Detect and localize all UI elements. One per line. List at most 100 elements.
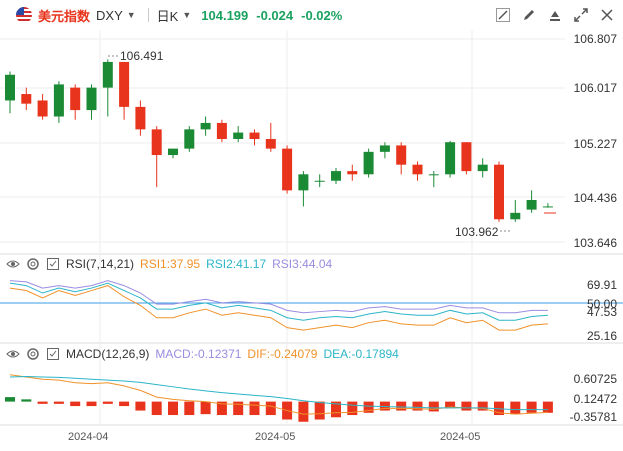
candle-body[interactable] [249,132,260,139]
candle-body[interactable] [461,142,472,172]
rsi3-value: RSI3:44.04 [272,257,333,271]
indicator-switch-icon[interactable] [46,347,60,361]
divider [147,8,149,22]
chart-header: 美元指数 DXY ▼ 日K ▼ 104.199 -0.024 -0.02% [0,0,623,30]
candle-body[interactable] [412,164,423,175]
candle-body[interactable] [298,174,309,191]
draw-pen-icon[interactable] [521,7,537,23]
dea-line [9,376,548,411]
rsi-axis-label: 50.00 [586,297,617,311]
settings-gear-icon[interactable] [26,257,40,271]
candle-body[interactable] [168,148,178,156]
candle-body[interactable] [428,174,439,176]
macd-histogram-bar [412,401,423,411]
eye-icon[interactable] [6,347,20,361]
macd-histogram-bar [86,401,97,407]
macd-histogram-bar [21,399,32,402]
macd-header: MACD(12,26,9) MACD:-0.12371 DIF:-0.24079… [6,347,399,361]
macd-histogram-bar [70,401,81,407]
macd-title[interactable]: MACD(12,26,9) [66,347,150,361]
macd-histogram-bar [135,401,146,411]
indicator-switch-icon[interactable] [46,257,60,271]
macd-histogram-bar [200,401,211,415]
macd-histogram-bar [510,401,521,415]
price-change: -0.024 [256,7,294,23]
macd-histogram-bar [526,401,537,413]
macd-histogram-bar [363,401,374,413]
eye-icon[interactable] [6,257,20,271]
macd-histogram-bar [428,401,439,412]
macd-histogram-bar [249,401,260,416]
macd-histogram-bar [5,397,15,402]
candle-body[interactable] [135,106,146,130]
candle-body[interactable] [477,164,488,172]
rsi-axis-label: 25.16 [586,329,617,343]
candle-body[interactable] [347,171,358,175]
candle-body[interactable] [379,145,390,152]
candle-body[interactable] [510,212,521,220]
high-label: 106.491 [120,49,164,63]
macd-axis-label: 0.12472 [573,392,617,406]
candle-body[interactable] [445,142,456,175]
period-selector[interactable]: 日K [156,8,179,24]
macd-histogram-bar [184,401,195,416]
candle-body[interactable] [363,151,374,175]
candle-body[interactable] [396,145,407,165]
rsi3-line [9,280,548,314]
macd-histogram-bar [542,401,553,413]
chevron-down-icon[interactable]: ▼ [126,10,136,20]
candle-body[interactable] [37,100,48,117]
macd-histogram-bar [119,401,130,407]
rsi2-value: RSI2:41.17 [206,257,267,271]
settings-gear-icon[interactable] [26,347,40,361]
date-label: 2024-04 [68,431,109,443]
candle-body[interactable] [282,148,293,191]
expand-icon[interactable] [573,7,589,23]
candle-body[interactable] [200,122,211,130]
candle-body[interactable] [151,129,162,156]
dif-value: DIF:-0.24079 [247,347,318,361]
main-axis-label: 104.436 [573,191,617,205]
rsi1-value: RSI1:37.95 [140,257,201,271]
date-label: 2024-05 [255,431,296,443]
rsi1-line [9,285,548,331]
candle-body[interactable] [265,138,276,149]
macd-histogram-bar [53,401,64,404]
rsi-header: RSI(7,14,21) RSI1:37.95 RSI2:41.17 RSI3:… [6,257,332,271]
candle-body[interactable] [331,171,341,181]
candle-body[interactable] [70,87,81,111]
candle-body[interactable] [494,164,504,220]
candle-body[interactable] [21,94,32,104]
draw-line-icon[interactable] [495,7,511,23]
candle-body[interactable] [5,74,15,101]
macd-histogram-bar [314,401,325,420]
macd-histogram-bar [298,401,309,422]
dea-value: DEA:-0.17894 [323,347,399,361]
macd-histogram-bar [347,401,358,416]
low-label: 103.962 [455,225,499,239]
candle-body[interactable] [233,132,244,139]
candle-body[interactable] [53,84,64,117]
candle-body[interactable] [314,180,325,182]
candle-body[interactable] [526,200,537,210]
candle-body[interactable] [542,206,553,208]
period-chevron-down-icon[interactable]: ▼ [182,10,192,20]
macd-group [5,374,553,422]
candle-body[interactable] [102,61,113,88]
candle-body[interactable] [119,61,130,107]
close-icon[interactable] [599,7,615,23]
main-axis-label: 103.646 [573,236,617,250]
main-axis-label: 106.017 [573,81,617,95]
rsi-title[interactable]: RSI(7,14,21) [66,257,135,271]
price-change-pct: -0.02% [301,7,343,23]
last-price: 104.199 [201,7,249,23]
fill-icon[interactable] [547,7,563,23]
macd-histogram-bar [151,401,162,416]
macd-histogram-bar [461,401,472,411]
candle-body[interactable] [86,87,97,111]
candle-body[interactable] [184,129,195,149]
macd-histogram-bar [233,401,244,416]
candle-body[interactable] [216,122,227,139]
symbol-code[interactable]: DXY [96,7,123,23]
